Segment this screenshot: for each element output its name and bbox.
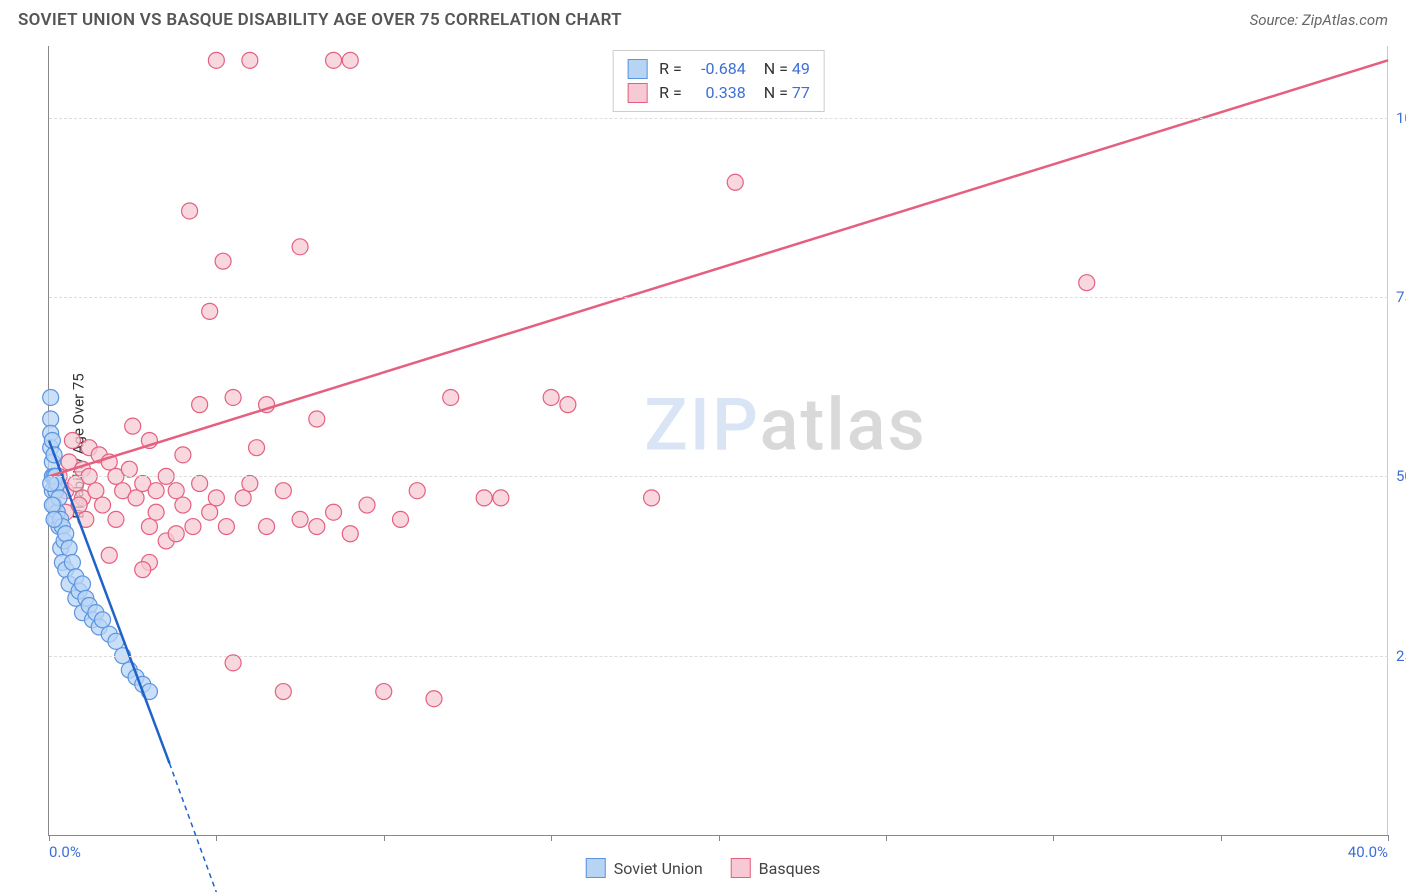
- marker-basque: [392, 511, 408, 527]
- marker-basque: [309, 519, 325, 535]
- marker-basque: [727, 174, 743, 190]
- x-tick: [719, 835, 720, 841]
- x-tick: [49, 835, 50, 841]
- gridline: [49, 476, 1388, 477]
- marker-basque: [148, 504, 164, 520]
- x-tick: [1388, 835, 1389, 841]
- marker-basque: [644, 490, 660, 506]
- marker-basque: [259, 519, 275, 535]
- marker-basque: [215, 253, 231, 269]
- marker-soviet: [58, 526, 74, 542]
- gridline: [49, 118, 1388, 119]
- marker-basque: [202, 504, 218, 520]
- x-tick: [384, 835, 385, 841]
- marker-basque: [292, 239, 308, 255]
- marker-basque: [326, 504, 342, 520]
- marker-soviet: [43, 411, 59, 427]
- marker-basque: [208, 52, 224, 68]
- marker-basque: [168, 483, 184, 499]
- marker-soviet: [74, 576, 90, 592]
- marker-soviet: [44, 497, 60, 513]
- legend-item-basque: Basques: [731, 858, 821, 878]
- marker-basque: [185, 519, 201, 535]
- marker-basque: [141, 519, 157, 535]
- marker-basque: [95, 497, 111, 513]
- marker-basque: [359, 497, 375, 513]
- marker-basque: [443, 389, 459, 405]
- marker-basque: [342, 52, 358, 68]
- marker-basque: [125, 418, 141, 434]
- marker-soviet: [61, 540, 77, 556]
- marker-basque: [309, 411, 325, 427]
- marker-basque: [101, 547, 117, 563]
- marker-basque: [135, 562, 151, 578]
- x-tick: [216, 835, 217, 841]
- marker-basque: [148, 483, 164, 499]
- trendline-basque: [49, 60, 1388, 476]
- marker-basque: [175, 447, 191, 463]
- x-tick: [1221, 835, 1222, 841]
- marker-basque: [64, 433, 80, 449]
- series-legend: Soviet Union Basques: [586, 858, 821, 878]
- x-tick-label: 40.0%: [1348, 843, 1388, 861]
- marker-basque: [476, 490, 492, 506]
- marker-soviet: [43, 389, 59, 405]
- marker-basque: [376, 684, 392, 700]
- marker-basque: [235, 490, 251, 506]
- legend-label-basque: Basques: [759, 859, 821, 878]
- marker-basque: [426, 691, 442, 707]
- marker-basque: [121, 461, 137, 477]
- marker-basque: [218, 519, 234, 535]
- gridline: [49, 656, 1388, 657]
- marker-soviet: [64, 554, 80, 570]
- marker-basque: [225, 655, 241, 671]
- x-tick: [886, 835, 887, 841]
- y-tick-label: 75.0%: [1396, 288, 1406, 306]
- marker-basque: [292, 511, 308, 527]
- marker-basque: [108, 511, 124, 527]
- legend-item-soviet: Soviet Union: [586, 858, 703, 878]
- y-tick-label: 50.0%: [1396, 467, 1406, 485]
- swatch-soviet-icon: [586, 858, 606, 878]
- gridline: [49, 297, 1388, 298]
- trendline-soviet-extrap: [170, 763, 217, 892]
- chart-title: SOVIET UNION VS BASQUE DISABILITY AGE OV…: [18, 10, 622, 30]
- marker-soviet: [95, 612, 111, 628]
- x-tick: [551, 835, 552, 841]
- x-tick-label: 0.0%: [49, 843, 81, 861]
- marker-basque: [182, 203, 198, 219]
- plot-svg: [49, 46, 1388, 835]
- legend-label-soviet: Soviet Union: [614, 859, 703, 878]
- marker-basque: [560, 397, 576, 413]
- chart-header: SOVIET UNION VS BASQUE DISABILITY AGE OV…: [0, 0, 1406, 38]
- marker-basque: [326, 52, 342, 68]
- swatch-basque-icon: [731, 858, 751, 878]
- marker-basque: [192, 397, 208, 413]
- marker-basque: [88, 483, 104, 499]
- marker-basque: [342, 526, 358, 542]
- marker-basque: [493, 490, 509, 506]
- marker-basque: [242, 476, 258, 492]
- marker-basque: [225, 389, 241, 405]
- marker-basque: [168, 526, 184, 542]
- marker-soviet: [43, 476, 59, 492]
- marker-basque: [202, 303, 218, 319]
- chart-source: Source: ZipAtlas.com: [1250, 11, 1388, 29]
- marker-basque: [409, 483, 425, 499]
- marker-basque: [275, 684, 291, 700]
- plot-area: ZIPatlas R = -0.684 N = 49 R = 0.338 N =…: [48, 46, 1388, 836]
- marker-basque: [543, 389, 559, 405]
- marker-basque: [242, 52, 258, 68]
- marker-basque: [128, 490, 144, 506]
- marker-soviet: [46, 511, 62, 527]
- marker-basque: [208, 490, 224, 506]
- y-tick-label: 100.0%: [1396, 109, 1406, 127]
- marker-basque: [175, 497, 191, 513]
- marker-basque: [1079, 275, 1095, 291]
- x-tick: [1053, 835, 1054, 841]
- marker-basque: [192, 476, 208, 492]
- marker-basque: [249, 440, 265, 456]
- y-tick-label: 25.0%: [1396, 647, 1406, 665]
- marker-basque: [275, 483, 291, 499]
